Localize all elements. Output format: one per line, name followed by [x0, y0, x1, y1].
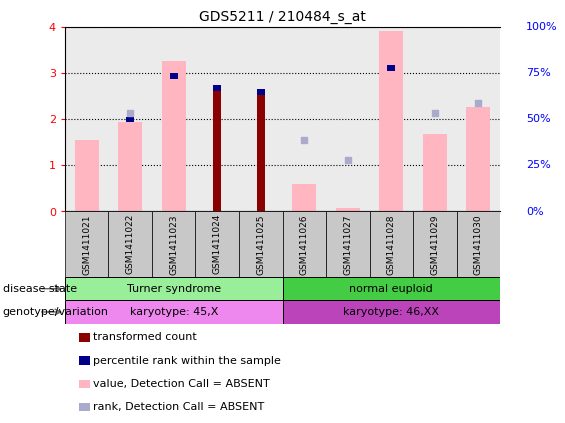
FancyBboxPatch shape [108, 212, 152, 277]
Bar [379, 31, 403, 212]
Point [299, 137, 308, 143]
Bar [214, 91, 221, 212]
Text: rank, Detection Call = ABSENT: rank, Detection Call = ABSENT [93, 402, 264, 412]
FancyBboxPatch shape [65, 212, 108, 277]
Bar [370, 27, 413, 212]
Bar [282, 27, 326, 212]
FancyBboxPatch shape [282, 277, 500, 300]
Bar [214, 85, 221, 91]
Text: genotype/variation: genotype/variation [3, 307, 109, 317]
Text: karyotype: 45,X: karyotype: 45,X [129, 307, 218, 317]
Text: disease state: disease state [3, 284, 77, 294]
Bar [292, 184, 316, 212]
Text: percentile rank within the sample: percentile rank within the sample [93, 356, 281, 365]
FancyBboxPatch shape [326, 212, 370, 277]
FancyBboxPatch shape [195, 212, 239, 277]
Title: GDS5211 / 210484_s_at: GDS5211 / 210484_s_at [199, 10, 366, 24]
FancyBboxPatch shape [65, 277, 282, 300]
FancyBboxPatch shape [370, 212, 413, 277]
Bar [195, 27, 239, 212]
FancyBboxPatch shape [239, 212, 282, 277]
Text: transformed count: transformed count [93, 332, 197, 342]
Text: GSM1411028: GSM1411028 [387, 214, 396, 275]
Bar [108, 27, 152, 212]
Bar [388, 65, 395, 71]
Bar [75, 140, 99, 212]
FancyBboxPatch shape [152, 212, 195, 277]
Text: GSM1411021: GSM1411021 [82, 214, 91, 275]
FancyBboxPatch shape [282, 212, 326, 277]
Text: GSM1411025: GSM1411025 [257, 214, 265, 275]
Text: value, Detection Call = ABSENT: value, Detection Call = ABSENT [93, 379, 270, 389]
Bar [466, 107, 490, 212]
FancyBboxPatch shape [457, 212, 500, 277]
Bar [162, 60, 186, 212]
Text: Turner syndrome: Turner syndrome [127, 284, 221, 294]
Text: GSM1411029: GSM1411029 [431, 214, 439, 275]
Point [473, 100, 483, 107]
Bar [413, 27, 457, 212]
FancyBboxPatch shape [413, 212, 457, 277]
Text: 100%: 100% [526, 22, 558, 33]
Text: normal euploid: normal euploid [349, 284, 433, 294]
Bar [127, 117, 134, 122]
Text: GSM1411022: GSM1411022 [126, 214, 134, 275]
FancyBboxPatch shape [282, 300, 500, 324]
Bar [336, 208, 360, 212]
Text: GSM1411024: GSM1411024 [213, 214, 221, 275]
Text: GSM1411026: GSM1411026 [300, 214, 308, 275]
FancyBboxPatch shape [65, 300, 282, 324]
Bar [152, 27, 195, 212]
Bar [257, 94, 264, 212]
Bar [239, 27, 282, 212]
Text: GSM1411023: GSM1411023 [170, 214, 178, 275]
Text: karyotype: 46,XX: karyotype: 46,XX [344, 307, 439, 317]
Bar [65, 27, 108, 212]
Text: GSM1411030: GSM1411030 [474, 214, 483, 275]
Bar [423, 134, 447, 212]
Text: 0%: 0% [526, 206, 544, 217]
Bar [326, 27, 370, 212]
Bar [118, 122, 142, 212]
Point [343, 157, 353, 163]
Text: GSM1411027: GSM1411027 [344, 214, 352, 275]
Bar [457, 27, 500, 212]
Text: 75%: 75% [526, 69, 551, 79]
Text: 50%: 50% [526, 115, 551, 124]
Bar [257, 89, 264, 95]
Point [126, 109, 135, 116]
Point [431, 109, 440, 116]
Text: 25%: 25% [526, 160, 551, 170]
Bar [170, 73, 177, 79]
